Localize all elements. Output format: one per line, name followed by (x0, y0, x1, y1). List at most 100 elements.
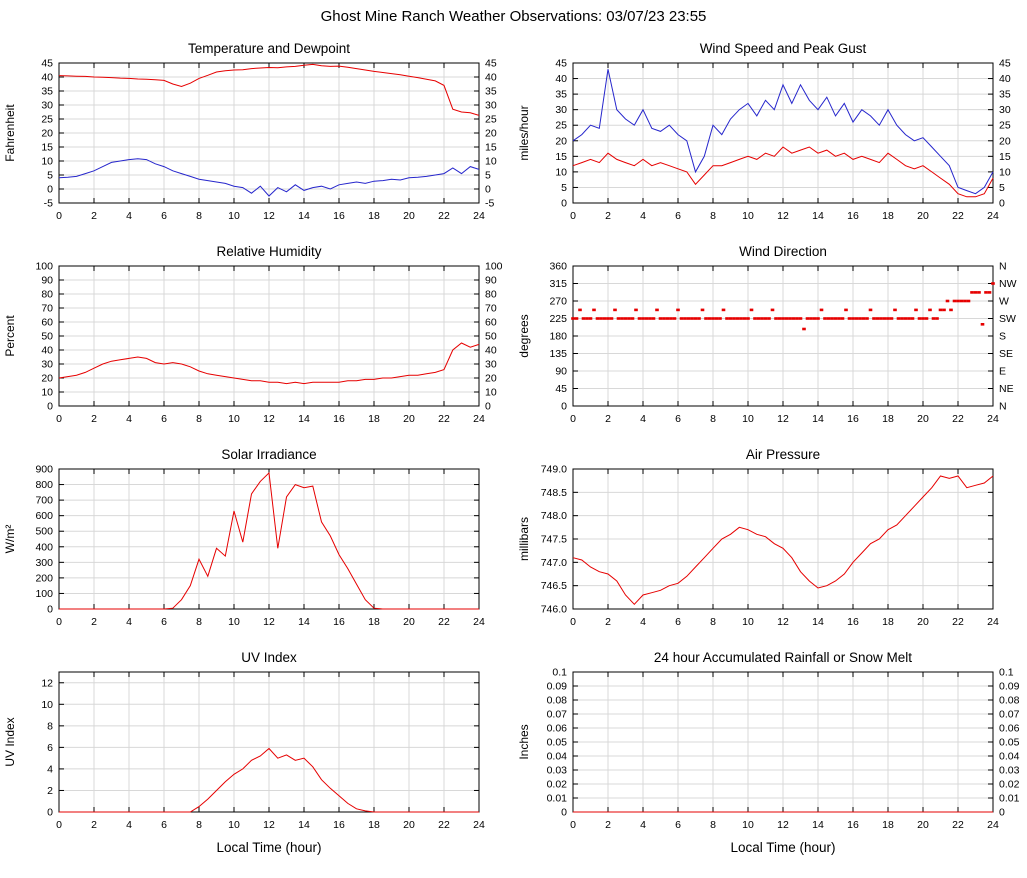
svg-text:800: 800 (35, 479, 53, 491)
svg-text:300: 300 (35, 557, 53, 569)
svg-text:0: 0 (485, 184, 491, 196)
svg-text:0: 0 (561, 401, 567, 413)
svg-text:24: 24 (987, 210, 999, 222)
svg-text:30: 30 (485, 359, 497, 371)
svg-text:6: 6 (161, 413, 167, 425)
svg-text:0: 0 (47, 401, 53, 413)
svg-text:E: E (999, 366, 1006, 378)
page-title: Ghost Mine Ranch Weather Observations: 0… (320, 8, 707, 25)
svg-text:10: 10 (228, 616, 240, 628)
svg-text:10: 10 (742, 819, 754, 831)
svg-text:Inches: Inches (517, 724, 531, 759)
svg-text:16: 16 (847, 413, 859, 425)
svg-text:25: 25 (999, 120, 1011, 132)
svg-text:25: 25 (485, 114, 497, 126)
svg-text:24 hour Accumulated Rainfall o: 24 hour Accumulated Rainfall or Snow Mel… (654, 650, 912, 665)
svg-text:2: 2 (605, 413, 611, 425)
svg-text:22: 22 (952, 819, 964, 831)
svg-text:16: 16 (333, 210, 345, 222)
svg-text:35: 35 (999, 89, 1011, 101)
svg-text:18: 18 (368, 210, 380, 222)
svg-text:15: 15 (41, 142, 53, 154)
svg-text:749.0: 749.0 (541, 464, 567, 476)
svg-text:25: 25 (41, 114, 53, 126)
svg-text:W/m²: W/m² (3, 525, 17, 554)
svg-text:20: 20 (917, 210, 929, 222)
svg-text:2: 2 (91, 616, 97, 628)
svg-text:5: 5 (485, 170, 491, 182)
svg-text:24: 24 (987, 413, 999, 425)
svg-text:50: 50 (41, 331, 53, 343)
svg-text:24: 24 (987, 819, 999, 831)
svg-text:0.03: 0.03 (547, 765, 568, 777)
series-relative-humidity (58, 342, 480, 385)
svg-text:8: 8 (710, 819, 716, 831)
svg-text:8: 8 (710, 413, 716, 425)
svg-text:12: 12 (263, 210, 275, 222)
svg-text:500: 500 (35, 526, 53, 538)
svg-text:Fahrenheit: Fahrenheit (3, 104, 17, 162)
svg-text:14: 14 (812, 413, 824, 425)
svg-text:Wind Direction: Wind Direction (739, 244, 827, 259)
svg-text:0: 0 (47, 807, 53, 819)
svg-text:16: 16 (847, 210, 859, 222)
svg-text:12: 12 (777, 413, 789, 425)
svg-text:400: 400 (35, 541, 53, 553)
svg-text:0: 0 (485, 401, 491, 413)
svg-text:20: 20 (403, 616, 415, 628)
svg-text:0: 0 (56, 819, 62, 831)
svg-text:24: 24 (987, 616, 999, 628)
svg-text:22: 22 (952, 413, 964, 425)
svg-text:20: 20 (917, 819, 929, 831)
svg-text:8: 8 (710, 616, 716, 628)
svg-text:18: 18 (882, 210, 894, 222)
chart-wind-speed-gust: Wind Speed and Peak Gust 0 0 5 5 10 10 15 15 20 20… (515, 39, 1027, 234)
svg-text:15: 15 (999, 151, 1011, 163)
svg-text:8: 8 (196, 616, 202, 628)
svg-text:600: 600 (35, 510, 53, 522)
svg-text:4: 4 (640, 616, 646, 628)
svg-text:10: 10 (742, 210, 754, 222)
svg-text:8: 8 (196, 210, 202, 222)
svg-text:20: 20 (555, 135, 567, 147)
svg-text:70: 70 (485, 303, 497, 315)
svg-text:10: 10 (228, 210, 240, 222)
svg-text:30: 30 (41, 100, 53, 112)
chart-air-pressure-plot: Air Pressure 746.0 746.5 747.0 747.5 748.0 748… (517, 447, 999, 628)
svg-text:10: 10 (228, 819, 240, 831)
svg-text:20: 20 (917, 413, 929, 425)
svg-text:12: 12 (777, 819, 789, 831)
svg-text:4: 4 (126, 413, 132, 425)
svg-text:45: 45 (555, 383, 567, 395)
svg-text:35: 35 (485, 86, 497, 98)
svg-text:12: 12 (263, 616, 275, 628)
svg-text:4: 4 (640, 210, 646, 222)
svg-text:5: 5 (561, 182, 567, 194)
svg-text:22: 22 (952, 210, 964, 222)
svg-text:5: 5 (999, 182, 1005, 194)
svg-text:12: 12 (263, 413, 275, 425)
svg-text:748.5: 748.5 (541, 487, 567, 499)
svg-text:2: 2 (91, 210, 97, 222)
svg-text:0: 0 (570, 819, 576, 831)
svg-text:360: 360 (549, 261, 567, 273)
svg-text:747.0: 747.0 (541, 557, 567, 569)
svg-text:40: 40 (41, 72, 53, 84)
chart-relative-humidity: Relative Humidity 0 0 10 10 20 20 30 30 40 40 50 50 6… (1, 242, 513, 437)
chart-solar-irradiance-plot: Solar Irradiance010020030040050060070080… (3, 447, 485, 628)
svg-text:Relative Humidity: Relative Humidity (216, 244, 321, 259)
svg-text:16: 16 (333, 413, 345, 425)
svg-text:18: 18 (368, 616, 380, 628)
svg-text:20: 20 (485, 373, 497, 385)
svg-text:10: 10 (742, 413, 754, 425)
svg-text:225: 225 (549, 313, 567, 325)
svg-text:0.04: 0.04 (999, 751, 1020, 763)
svg-text:0.07: 0.07 (999, 709, 1020, 721)
svg-text:0: 0 (47, 604, 53, 616)
svg-text:30: 30 (485, 100, 497, 112)
svg-text:10: 10 (41, 699, 53, 711)
svg-text:24: 24 (473, 819, 485, 831)
svg-text:Solar Irradiance: Solar Irradiance (221, 447, 316, 462)
svg-text:6: 6 (47, 742, 53, 754)
svg-text:10: 10 (999, 166, 1011, 178)
